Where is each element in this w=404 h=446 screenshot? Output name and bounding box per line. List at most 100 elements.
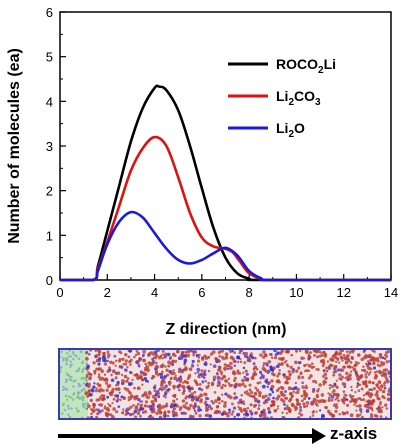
molecule-atom bbox=[172, 353, 176, 357]
molecule-atom bbox=[294, 360, 298, 365]
molecule-atom bbox=[291, 369, 295, 374]
molecule-atom bbox=[289, 391, 293, 396]
molecule-atom bbox=[173, 376, 177, 381]
molecule-atom bbox=[364, 384, 369, 388]
molecule-atom bbox=[335, 396, 339, 400]
molecule-atom bbox=[375, 393, 379, 398]
arrow-head-icon bbox=[312, 428, 326, 444]
electrode-atom bbox=[67, 374, 71, 377]
molecule-atom bbox=[243, 384, 247, 388]
molecule-atom bbox=[190, 392, 195, 396]
electrode-atom bbox=[60, 366, 63, 369]
molecule-atom bbox=[94, 350, 97, 353]
molecule-atom bbox=[161, 350, 165, 353]
molecule-atom bbox=[125, 379, 129, 383]
molecule-atom bbox=[383, 380, 387, 384]
molecule-atom bbox=[249, 352, 253, 356]
molecule-atom bbox=[322, 361, 326, 366]
molecule-atom bbox=[367, 393, 372, 398]
molecule-atom bbox=[323, 406, 327, 409]
molecule-atom bbox=[302, 402, 306, 406]
electrode-atom bbox=[62, 385, 65, 389]
molecule-atom bbox=[298, 408, 303, 413]
molecule-atom bbox=[142, 372, 147, 377]
electrode-atom bbox=[81, 416, 84, 418]
molecule-atom bbox=[362, 368, 367, 373]
electrode-atom bbox=[62, 388, 65, 392]
molecule-atom bbox=[376, 370, 379, 373]
molecule-atom bbox=[305, 392, 308, 396]
molecule-atom bbox=[228, 384, 232, 388]
molecule-atom bbox=[322, 375, 325, 378]
molecule-atom bbox=[88, 376, 92, 380]
electrode-atom bbox=[75, 407, 78, 410]
molecule-atom bbox=[86, 416, 90, 418]
molecule-atom bbox=[358, 383, 362, 387]
molecule-atom bbox=[96, 367, 101, 371]
electrode-atom bbox=[60, 370, 62, 374]
molecule-atom bbox=[262, 350, 266, 354]
molecule-atom bbox=[387, 389, 390, 393]
molecule-atom bbox=[280, 392, 285, 397]
molecule-atom bbox=[220, 350, 223, 353]
molecule-atom bbox=[367, 372, 371, 376]
molecule-atom bbox=[330, 395, 335, 399]
molecule-atom bbox=[273, 408, 278, 413]
molecule-atom bbox=[322, 382, 326, 386]
molecule-atom bbox=[194, 372, 197, 375]
molecule-atom bbox=[164, 395, 167, 399]
molecule-atom bbox=[296, 387, 300, 392]
molecule-atom bbox=[151, 402, 155, 406]
molecule-atom bbox=[146, 368, 150, 372]
molecule-atom bbox=[143, 376, 148, 381]
molecule-atom bbox=[95, 398, 99, 402]
molecule-atom bbox=[187, 408, 191, 411]
molecule-atom bbox=[184, 350, 188, 354]
molecule-atom bbox=[128, 413, 133, 417]
molecule-atom bbox=[131, 378, 134, 382]
molecule-atom bbox=[250, 416, 253, 418]
molecule-atom bbox=[162, 386, 166, 391]
molecule-atom bbox=[379, 400, 383, 404]
molecule-atom bbox=[259, 353, 263, 357]
molecule-atom bbox=[359, 413, 362, 416]
molecule-atom bbox=[237, 401, 241, 405]
molecule-atom bbox=[206, 413, 210, 417]
molecule-atom bbox=[86, 395, 89, 398]
y-tick-label-6: 6 bbox=[46, 5, 53, 20]
electrode-atom bbox=[72, 392, 76, 395]
molecule-atom bbox=[100, 409, 104, 413]
molecule-atom bbox=[343, 402, 346, 405]
molecule-atom bbox=[310, 365, 314, 369]
molecule-atom bbox=[245, 390, 249, 393]
molecule-atom bbox=[113, 354, 117, 358]
molecule-atom bbox=[137, 359, 141, 362]
molecule-atom bbox=[384, 353, 387, 357]
molecule-atom bbox=[255, 367, 259, 371]
molecule-atom bbox=[335, 385, 339, 389]
molecule-atom bbox=[313, 353, 316, 357]
molecule-atom bbox=[158, 403, 161, 407]
molecule-atom bbox=[349, 413, 354, 418]
molecule-atom bbox=[224, 392, 228, 396]
molecule-atom bbox=[329, 384, 333, 387]
molecule-atom bbox=[317, 399, 322, 404]
molecule-atom bbox=[281, 356, 285, 361]
molecule-atom bbox=[259, 370, 262, 374]
y-tick-label-4: 4 bbox=[46, 94, 53, 109]
molecule-atom bbox=[87, 404, 91, 409]
molecule-atom bbox=[111, 361, 115, 365]
molecule-atom bbox=[375, 414, 379, 418]
molecule-atom bbox=[129, 358, 133, 362]
molecule-atom bbox=[355, 409, 358, 412]
molecule-atom bbox=[343, 356, 348, 360]
x-tick-label-7: 14 bbox=[384, 285, 398, 300]
molecule-atom bbox=[349, 400, 352, 403]
molecule-atom bbox=[96, 412, 100, 416]
molecule-atom bbox=[222, 357, 226, 361]
electrode-atom bbox=[84, 378, 88, 381]
molecule-atom bbox=[350, 356, 354, 360]
molecule-atom bbox=[324, 376, 328, 381]
molecule-atom bbox=[359, 375, 363, 379]
molecule-atom bbox=[140, 378, 144, 382]
